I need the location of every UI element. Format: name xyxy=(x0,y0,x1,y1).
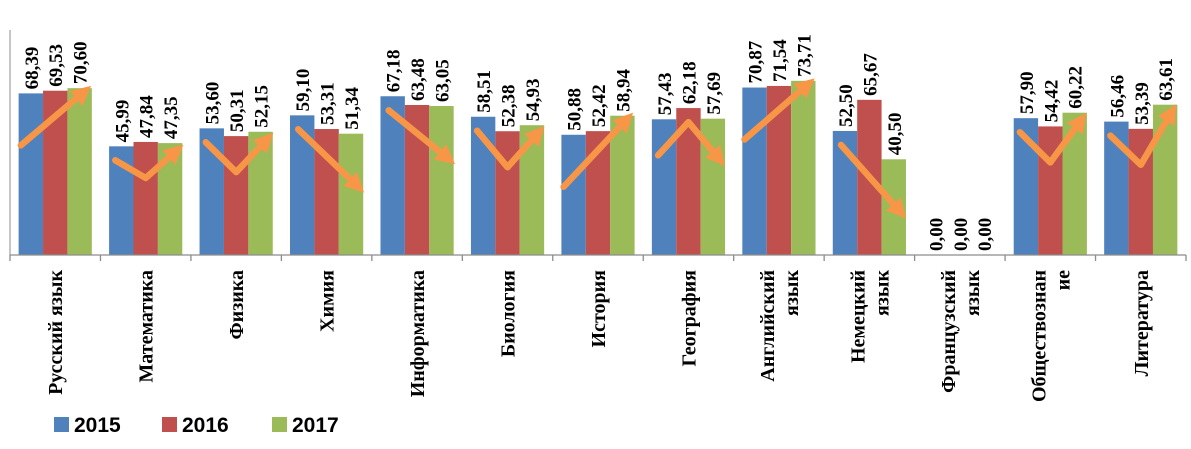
value-label: 68,39 xyxy=(22,47,43,90)
bar-2015 xyxy=(742,87,767,256)
value-label: 52,15 xyxy=(252,85,273,128)
value-label: 59,10 xyxy=(293,69,314,112)
trend-arrow xyxy=(1016,112,1087,166)
category-label: язык xyxy=(781,270,803,316)
value-label: 56,46 xyxy=(1107,75,1128,118)
bar-2017 xyxy=(1152,104,1178,255)
bar-2017 xyxy=(338,133,364,255)
category-label: Биология xyxy=(498,270,520,357)
legend: 2015 2016 2017 xyxy=(54,414,339,437)
value-label: 0,00 xyxy=(975,218,996,251)
trend-arrow xyxy=(654,118,726,167)
value-label: 63,48 xyxy=(408,58,429,101)
category-label: Русский язык xyxy=(45,270,67,395)
value-label: 45,99 xyxy=(112,100,133,143)
bar-2017 xyxy=(791,80,816,255)
value-label: 40,50 xyxy=(885,113,906,156)
value-label: 60,22 xyxy=(1066,66,1087,109)
value-label: 58,51 xyxy=(474,70,495,113)
value-label: 52,50 xyxy=(836,84,857,127)
category-label: Физика xyxy=(226,270,248,339)
trend-arrow xyxy=(741,78,815,143)
bar-2017 xyxy=(67,88,92,255)
trend-arrow xyxy=(385,107,456,165)
legend-swatch-2016 xyxy=(162,417,177,432)
trend-arrow xyxy=(202,132,274,176)
category-label: Английский xyxy=(757,270,779,382)
legend-label: 2015 xyxy=(74,414,121,437)
value-label: 63,05 xyxy=(432,59,453,102)
bars-layer xyxy=(18,80,1178,256)
bar-2015 xyxy=(561,134,586,255)
category-label: История xyxy=(588,270,610,348)
value-label: 69,53 xyxy=(46,44,67,87)
value-label: 54,42 xyxy=(1041,80,1062,123)
bar-2016 xyxy=(133,141,158,255)
value-label: 65,67 xyxy=(860,53,881,96)
value-label: 47,35 xyxy=(161,96,182,139)
category-label: Литература xyxy=(1131,270,1153,376)
value-label: 73,71 xyxy=(794,34,815,77)
legend-swatch-2015 xyxy=(54,417,69,432)
bar-2017 xyxy=(610,115,635,255)
trend-arrow xyxy=(112,144,184,182)
trend-arrow xyxy=(837,141,907,219)
category-label: язык xyxy=(871,270,893,316)
value-label: 50,88 xyxy=(565,88,586,131)
category-label: язык xyxy=(962,270,984,316)
category-label: География xyxy=(678,270,700,367)
value-label: 70,60 xyxy=(71,41,92,84)
trend-arrow xyxy=(1107,104,1177,169)
trend-arrow xyxy=(294,126,365,193)
category-labels-layer: Русский язык Математика Физика Химия Информа… xyxy=(45,270,1153,402)
bar-2017 xyxy=(429,106,454,255)
legend-label: 2016 xyxy=(182,414,229,437)
category-label: Немецкий xyxy=(847,270,869,363)
value-label: 50,31 xyxy=(227,89,248,132)
value-label: 67,18 xyxy=(384,50,405,93)
legend-label: 2017 xyxy=(292,414,339,437)
category-axis xyxy=(9,30,1187,261)
category-label: Химия xyxy=(317,270,339,332)
category-label: Французский xyxy=(938,270,960,393)
category-label: Математика xyxy=(136,270,158,383)
value-label: 57,43 xyxy=(655,73,676,116)
value-label: 62,18 xyxy=(679,61,700,104)
value-label: 47,84 xyxy=(137,95,158,138)
value-label: 53,39 xyxy=(1132,82,1153,125)
value-label: 53,31 xyxy=(318,82,339,125)
value-labels-layer: 68,39 69,53 70,60 45,99 47,84 47,35 53,60 50,31… xyxy=(22,34,1177,251)
category-label: Информатика xyxy=(407,270,429,397)
value-label: 57,69 xyxy=(704,72,725,115)
bar-2015 xyxy=(18,93,44,255)
trend-arrow xyxy=(560,112,634,191)
category-label: ие xyxy=(1052,270,1074,291)
value-label: 54,93 xyxy=(523,78,544,121)
bar-2016 xyxy=(495,131,520,255)
value-label: 63,61 xyxy=(1156,58,1177,101)
value-label: 70,87 xyxy=(746,40,767,83)
value-label: 0,00 xyxy=(926,218,947,251)
category-label: Обществознан xyxy=(1028,270,1050,402)
value-label: 57,90 xyxy=(1017,71,1038,114)
legend-swatch-2017 xyxy=(272,417,287,432)
trend-arrow xyxy=(17,85,92,149)
value-label: 58,94 xyxy=(613,68,634,111)
value-label: 0,00 xyxy=(951,218,972,251)
bar-2016 xyxy=(223,136,249,255)
value-label: 51,34 xyxy=(342,86,363,129)
value-label: 52,42 xyxy=(589,84,610,127)
value-label: 53,60 xyxy=(203,82,224,125)
trend-arrows-layer xyxy=(17,78,1177,219)
value-label: 52,38 xyxy=(499,84,520,127)
trend-arrow xyxy=(473,125,545,171)
value-label: 71,54 xyxy=(770,39,791,82)
